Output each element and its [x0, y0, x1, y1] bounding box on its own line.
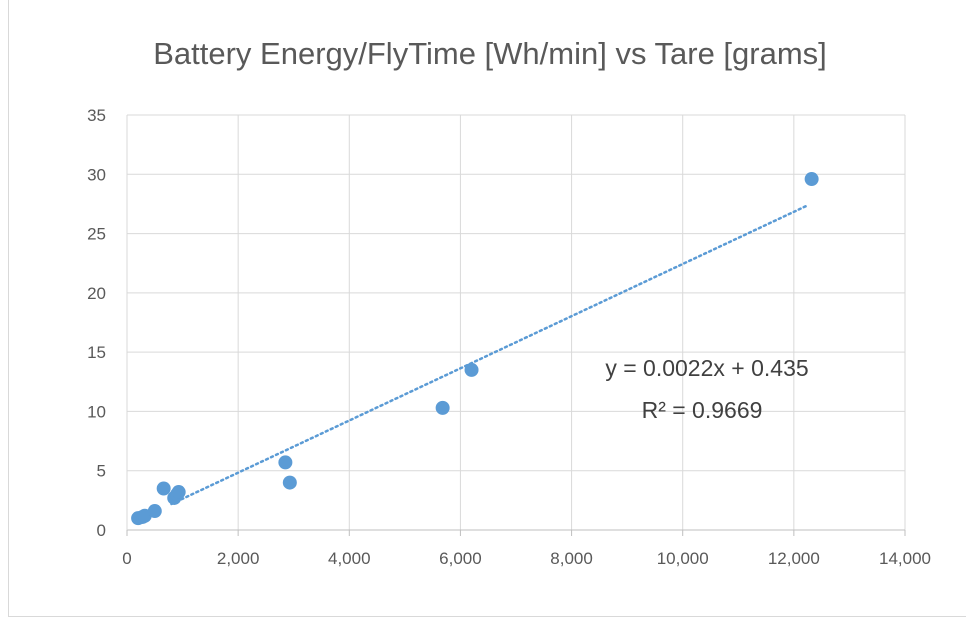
data-points — [131, 172, 819, 526]
data-point — [147, 504, 162, 519]
x-tick-label: 0 — [122, 549, 131, 568]
data-point — [435, 400, 450, 415]
data-point — [171, 485, 186, 500]
trendline-r-squared: R² = 0.9669 — [642, 397, 763, 423]
y-tick-label: 0 — [97, 521, 106, 540]
y-tick-label: 30 — [87, 165, 106, 184]
axes — [126, 115, 906, 536]
y-tick-label: 10 — [87, 402, 106, 421]
gridlines — [127, 114, 906, 530]
data-point — [156, 481, 171, 496]
x-tick-label: 14,000 — [879, 549, 931, 568]
trendline-group — [170, 204, 809, 506]
x-tick-label: 6,000 — [439, 549, 482, 568]
trendline — [170, 204, 809, 506]
x-tick-label: 10,000 — [657, 549, 709, 568]
data-point — [282, 475, 297, 490]
x-tick-label: 8,000 — [550, 549, 593, 568]
tick-labels: 0 2,000 4,000 6,000 8,000 10,000 12,000 14,000 0… — [87, 106, 931, 568]
y-tick-label: 20 — [87, 284, 106, 303]
y-tick-label: 15 — [87, 343, 106, 362]
data-point — [464, 362, 479, 377]
chart-title: Battery Energy/FlyTime [Wh/min] vs Tare … — [153, 36, 827, 71]
data-point — [278, 455, 293, 470]
trendline-equation: y = 0.0022x + 0.435 — [605, 355, 808, 381]
x-tick-label: 12,000 — [768, 549, 820, 568]
y-tick-label: 35 — [87, 106, 106, 125]
x-tick-label: 4,000 — [328, 549, 371, 568]
y-tick-label: 25 — [87, 225, 106, 244]
y-tick-label: 5 — [97, 462, 106, 481]
chart-frame — [8, 0, 966, 617]
x-tick-label: 2,000 — [217, 549, 260, 568]
data-point — [804, 172, 819, 187]
